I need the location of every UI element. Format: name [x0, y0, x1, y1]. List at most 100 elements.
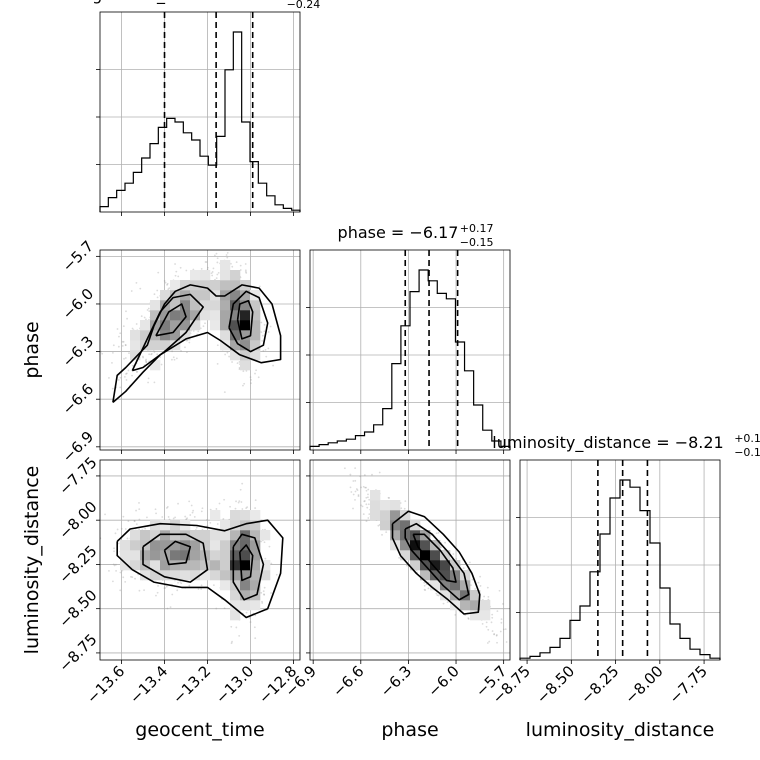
- scatter-point: [104, 513, 106, 516]
- scatter-point: [155, 594, 157, 597]
- scatter-point: [114, 532, 117, 535]
- scatter-point: [157, 271, 160, 274]
- scatter-point: [177, 275, 180, 278]
- scatter-point: [454, 613, 457, 616]
- scatter-point: [255, 369, 257, 372]
- scatter-point: [231, 640, 233, 643]
- scatter-point: [223, 240, 225, 242]
- scatter-point: [500, 618, 503, 621]
- hist-panel-luminosity_distance: −8.75 −8.50 −8.25 −8.00 −7.75luminosity_dist…: [489, 432, 760, 707]
- scatter-point: [175, 357, 178, 360]
- scatter-point: [184, 515, 187, 518]
- density-cell: [250, 340, 261, 351]
- scatter-point: [230, 262, 232, 265]
- density-cell: [210, 280, 221, 291]
- y-tick-label: −8.00: [55, 498, 100, 543]
- scatter-point: [238, 500, 241, 502]
- scatter-point: [186, 517, 189, 520]
- scatter-point: [122, 325, 125, 328]
- scatter-point: [368, 513, 371, 516]
- scatter-point: [471, 578, 474, 581]
- density-cell: [260, 570, 271, 581]
- density-cell: [460, 580, 471, 591]
- density-cell: [240, 340, 251, 351]
- axes-frame: [99, 11, 301, 213]
- scatter-point: [213, 254, 216, 257]
- y-tick-label: −8.25: [55, 542, 100, 587]
- scatter-point: [147, 307, 150, 310]
- scatter-point: [365, 489, 368, 492]
- density-cell: [440, 590, 451, 601]
- scatter-point: [204, 322, 206, 325]
- scatter-point: [165, 585, 168, 588]
- scatter-point: [502, 603, 504, 605]
- scatter-point: [131, 374, 133, 377]
- scatter-point: [502, 628, 505, 631]
- scatter-point: [125, 373, 127, 375]
- density-cell: [390, 510, 401, 521]
- scatter-point: [240, 501, 243, 503]
- scatter-point: [199, 327, 202, 330]
- density-cell: [190, 540, 201, 551]
- title-lower-error: −0.24: [287, 0, 321, 11]
- scatter-point: [94, 381, 96, 383]
- density-cell: [230, 590, 241, 601]
- density-cell: [180, 560, 191, 571]
- density-cell: [190, 290, 201, 301]
- scatter-point: [157, 584, 159, 587]
- scatter-point: [205, 261, 208, 263]
- scatter-point: [195, 526, 198, 529]
- density-cell: [150, 550, 161, 561]
- scatter-point: [210, 272, 213, 275]
- scatter-point: [435, 592, 438, 595]
- density-cell: [130, 530, 141, 541]
- scatter-point: [263, 593, 266, 596]
- scatter-point: [206, 222, 208, 224]
- scatter-point: [177, 502, 179, 505]
- scatter-point: [235, 261, 238, 264]
- density-cell: [230, 290, 241, 301]
- scatter-point: [217, 271, 220, 274]
- scatter-point: [275, 573, 278, 576]
- scatter-point: [200, 267, 203, 270]
- scatter-point: [142, 355, 144, 358]
- scatter-point: [146, 516, 148, 519]
- scatter-point: [367, 493, 369, 496]
- scatter-point: [267, 347, 270, 350]
- density-cell: [460, 600, 471, 611]
- density-cell: [230, 270, 241, 281]
- scatter-point: [398, 556, 401, 559]
- scatter-point: [493, 633, 496, 635]
- scatter-point: [455, 558, 458, 560]
- scatter-point: [258, 285, 261, 288]
- title-lower-error: −0.15: [460, 236, 494, 249]
- scatter-point: [97, 532, 99, 534]
- axes-frame: [99, 459, 301, 661]
- density-cell: [150, 530, 161, 541]
- scatter-point: [364, 500, 366, 502]
- density-cell: [160, 290, 171, 301]
- density-cell: [390, 500, 401, 511]
- scatter-point: [148, 353, 151, 356]
- x-axis-label-geocent_time: geocent_time: [135, 719, 264, 741]
- scatter-point: [470, 584, 472, 586]
- scatter-point: [166, 607, 169, 610]
- contour-line: [131, 293, 204, 372]
- density-cell: [240, 600, 251, 611]
- contour-line: [163, 540, 192, 566]
- density-cell: [480, 610, 491, 621]
- scatter-point: [174, 263, 176, 265]
- density-cell: [240, 520, 251, 531]
- scatter-point: [355, 488, 358, 490]
- density-cell: [210, 310, 221, 321]
- scatter-point: [135, 281, 138, 284]
- y-tick-label: −8.50: [55, 586, 100, 631]
- scatter-point: [244, 236, 246, 238]
- scatter-point: [406, 564, 408, 567]
- density-cell: [160, 540, 171, 551]
- hist-panel-geocent_time: geocent_time = −13.16+0.17−0.24: [92, 0, 320, 216]
- density-cell: [140, 570, 151, 581]
- density-cell: [450, 560, 461, 571]
- scatter-point: [122, 340, 125, 343]
- scatter-point: [166, 282, 169, 285]
